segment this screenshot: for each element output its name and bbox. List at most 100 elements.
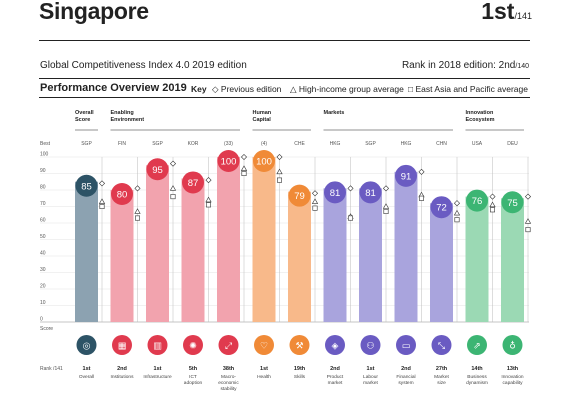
pillar-bar <box>394 171 418 322</box>
pillar-name: Health <box>257 374 271 380</box>
value-circle <box>253 150 275 172</box>
previous-edition-marker <box>169 160 177 167</box>
group-label: Markets <box>324 110 345 116</box>
value-circle <box>324 181 346 204</box>
pillar-bar <box>359 188 382 322</box>
pillar-name: Business <box>467 374 487 380</box>
value-label: 91 <box>401 171 412 182</box>
east-asia-marker <box>312 205 318 211</box>
previous-edition-marker <box>453 200 461 207</box>
performance-overview-title: Performance Overview 2019 <box>40 82 187 94</box>
legend-label: East Asia and Pacific average <box>415 84 528 94</box>
icon-glyph: ♡ <box>260 342 268 352</box>
rank-label: 2nd <box>401 366 411 372</box>
y-tick-label: 50 <box>40 234 46 240</box>
east-asia-marker <box>454 217 460 223</box>
pillar-name: system <box>398 380 413 386</box>
y-tick-label: 60 <box>40 218 46 224</box>
best-performer-label: USA <box>472 141 483 147</box>
high-income-marker <box>382 203 390 209</box>
y-tick-label: 90 <box>40 168 46 174</box>
group-label: Enabling <box>111 110 134 116</box>
pillar-name: dynamism <box>466 380 488 386</box>
best-performer-label: SGP <box>81 141 92 147</box>
value-circle <box>430 196 453 219</box>
pillar-name: Financial <box>396 374 415 380</box>
country-title: Singapore <box>39 0 149 24</box>
section-divider-bottom <box>39 97 530 98</box>
high-income-marker <box>524 218 532 224</box>
rank-label: 13th <box>507 366 519 372</box>
overall-rank: 1st/141 <box>481 0 532 25</box>
icon-glyph: ▦ <box>118 342 127 352</box>
previous-rank-label: Rank in 2018 edition: 2nd <box>401 60 516 71</box>
value-label: 81 <box>330 188 341 199</box>
best-performer-label: KOR <box>188 141 199 147</box>
high-income-marker <box>311 198 319 204</box>
y-tick-label: 80 <box>40 185 46 191</box>
y-tick-label: 100 <box>40 152 49 158</box>
previous-edition-marker <box>311 190 319 197</box>
group-label: Human <box>253 110 272 116</box>
value-label: 81 <box>365 188 376 199</box>
group-label: Innovation <box>466 110 494 116</box>
value-circle <box>395 164 417 187</box>
pillar-name: market <box>328 380 343 386</box>
icon-glyph: ⤢ <box>224 342 232 352</box>
icon-glyph: ◎ <box>83 342 91 352</box>
pillar-name: Overall <box>79 374 94 380</box>
product-market-icon <box>325 335 345 355</box>
east-asia-marker <box>347 215 353 221</box>
value-circle <box>111 183 133 205</box>
icon-glyph: ◈ <box>332 342 339 352</box>
high-income-marker <box>240 165 248 171</box>
previous-edition-marker <box>382 185 390 192</box>
best-performer-label: (33) <box>224 141 233 147</box>
business-dynamism-icon <box>467 335 487 355</box>
institutions-icon <box>112 335 132 355</box>
macro-icon <box>218 335 239 355</box>
rank-axis-label: Rank /141 <box>40 366 63 372</box>
section-divider-top <box>39 78 530 79</box>
pillar-name: size <box>437 380 446 386</box>
previous-edition-marker <box>524 193 532 200</box>
icon-glyph: ▭ <box>402 342 411 352</box>
y-tick-label: 10 <box>40 300 46 306</box>
east-asia-marker <box>170 194 176 200</box>
diamond-icon: ◇ <box>212 84 219 94</box>
best-performer-label: HKG <box>401 141 412 147</box>
pillar-name: market <box>363 380 378 386</box>
high-income-marker <box>169 185 177 191</box>
key-label: Key <box>191 84 207 94</box>
pillar-bar <box>217 157 240 322</box>
square-icon: □ <box>408 84 414 94</box>
ict-icon <box>183 335 203 355</box>
legend-previous-edition: ◇ Previous edition <box>212 84 281 95</box>
best-performer-label: SGP <box>152 141 163 147</box>
market-size-icon <box>431 335 452 355</box>
pillar-name: Market <box>434 374 449 380</box>
skills-icon <box>289 335 310 355</box>
group-label: Environment <box>111 117 145 123</box>
pillar-bar <box>501 198 524 322</box>
high-income-marker <box>205 196 212 203</box>
value-label: 75 <box>507 198 518 209</box>
high-income-marker <box>489 201 496 208</box>
rank-label: 1st <box>83 366 91 372</box>
value-label: 100 <box>221 157 237 168</box>
east-asia-marker <box>135 215 141 221</box>
pillar-name: capability <box>503 380 524 386</box>
y-tick-label: 20 <box>40 284 46 290</box>
best-performer-label: DEU <box>507 141 518 147</box>
value-label: 85 <box>81 181 92 192</box>
pillar-bar <box>430 203 453 322</box>
value-label: 95 <box>152 165 163 176</box>
high-income-marker <box>134 208 141 214</box>
east-asia-marker <box>525 227 531 233</box>
value-label: 87 <box>188 178 199 189</box>
pillar-name: Product <box>327 374 344 380</box>
east-asia-marker <box>489 207 495 213</box>
labour-market-icon <box>360 335 381 355</box>
rank-value: 1st <box>481 0 515 24</box>
icon-glyph: ✺ <box>189 342 197 352</box>
